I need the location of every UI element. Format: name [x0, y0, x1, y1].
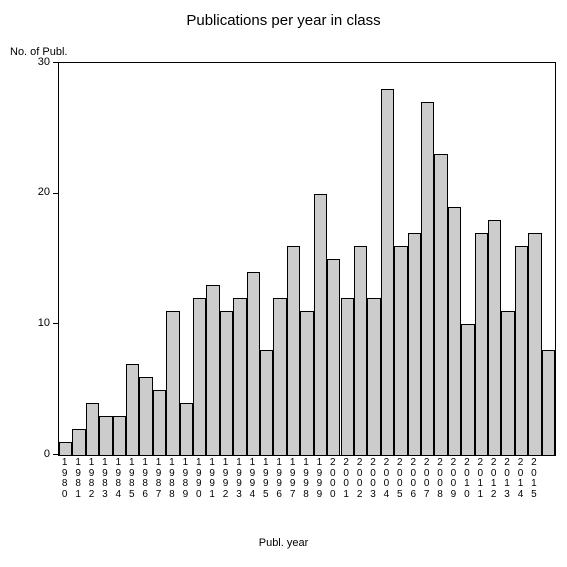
bar [542, 350, 555, 455]
y-tick-label: 0 [44, 448, 50, 460]
x-tick-label: 2 0 1 1 [474, 458, 486, 500]
bar [461, 324, 474, 455]
bar [180, 403, 193, 455]
x-tick-label: 1 9 9 6 [273, 458, 285, 500]
bar [501, 311, 514, 455]
chart-container: Publications per year in class No. of Pu… [0, 0, 567, 567]
x-tick-label: 2 0 0 0 [327, 458, 339, 500]
bar [126, 364, 139, 455]
x-tick-label: 1 9 8 3 [99, 458, 111, 500]
y-tick-label: 30 [38, 56, 50, 68]
y-tick-mark [53, 454, 58, 455]
x-tick-label: 1 9 8 1 [72, 458, 84, 500]
bar [166, 311, 179, 455]
bar [475, 233, 488, 455]
y-tick-mark [53, 62, 58, 63]
bar [341, 298, 354, 455]
bar [448, 207, 461, 455]
x-tick-label: 2 0 0 5 [394, 458, 406, 500]
bar [434, 154, 447, 455]
bar [193, 298, 206, 455]
x-axis-label: Publ. year [0, 537, 567, 549]
x-tick-label: 1 9 9 4 [246, 458, 258, 500]
x-tick-label: 1 9 8 2 [86, 458, 98, 500]
bar [367, 298, 380, 455]
bar [314, 194, 327, 455]
y-tick-mark [53, 323, 58, 324]
plot-area [58, 62, 556, 456]
bar [260, 350, 273, 455]
x-tick-label: 2 0 1 3 [501, 458, 513, 500]
x-tick-label: 1 9 8 4 [112, 458, 124, 500]
x-tick-label: 2 0 0 8 [434, 458, 446, 500]
y-tick-mark [53, 193, 58, 194]
x-tick-label: 2 0 0 4 [380, 458, 392, 500]
x-tick-label: 1 9 9 9 [313, 458, 325, 500]
bar [72, 429, 85, 455]
x-tick-label: 2 0 1 0 [461, 458, 473, 500]
bar [394, 246, 407, 455]
x-tick-label: 2 0 1 2 [488, 458, 500, 500]
x-tick-label: 1 9 9 3 [233, 458, 245, 500]
x-tick-label: 2 0 0 6 [407, 458, 419, 500]
x-tick-label: 2 0 0 2 [354, 458, 366, 500]
x-tick-label: 2 0 1 4 [514, 458, 526, 500]
x-tick-label: 1 9 9 8 [300, 458, 312, 500]
bar [206, 285, 219, 455]
x-tick-label: 1 9 8 8 [166, 458, 178, 500]
x-tick-label: 1 9 8 0 [59, 458, 71, 500]
bar [233, 298, 246, 455]
bar [488, 220, 501, 455]
bar [421, 102, 434, 455]
bar [528, 233, 541, 455]
bar [59, 442, 72, 455]
x-tick-label: 1 9 9 7 [287, 458, 299, 500]
y-tick-label: 20 [38, 186, 50, 198]
x-tick-label: 2 0 0 9 [447, 458, 459, 500]
x-tick-label: 2 0 0 3 [367, 458, 379, 500]
bar [86, 403, 99, 455]
x-tick-label: 1 9 8 6 [139, 458, 151, 500]
x-tick-label: 2 0 1 5 [528, 458, 540, 500]
x-tick-label: 1 9 8 7 [153, 458, 165, 500]
bar [153, 390, 166, 455]
bar [354, 246, 367, 455]
bar [113, 416, 126, 455]
x-tick-label: 2 0 0 1 [340, 458, 352, 500]
bar [327, 259, 340, 455]
y-tick-label: 10 [38, 317, 50, 329]
x-tick-label: 1 9 8 5 [126, 458, 138, 500]
bar [515, 246, 528, 455]
x-tick-label: 1 9 8 9 [179, 458, 191, 500]
x-tick-label: 1 9 9 2 [220, 458, 232, 500]
bar [139, 377, 152, 455]
bar [408, 233, 421, 455]
bar [287, 246, 300, 455]
x-tick-label: 2 0 0 7 [421, 458, 433, 500]
chart-title: Publications per year in class [0, 12, 567, 29]
bar [99, 416, 112, 455]
x-tick-label: 1 9 9 5 [260, 458, 272, 500]
bar [220, 311, 233, 455]
x-tick-label: 1 9 9 1 [206, 458, 218, 500]
x-tick-label: 1 9 9 0 [193, 458, 205, 500]
bar [247, 272, 260, 455]
bar [300, 311, 313, 455]
bar [273, 298, 286, 455]
bar [381, 89, 394, 455]
